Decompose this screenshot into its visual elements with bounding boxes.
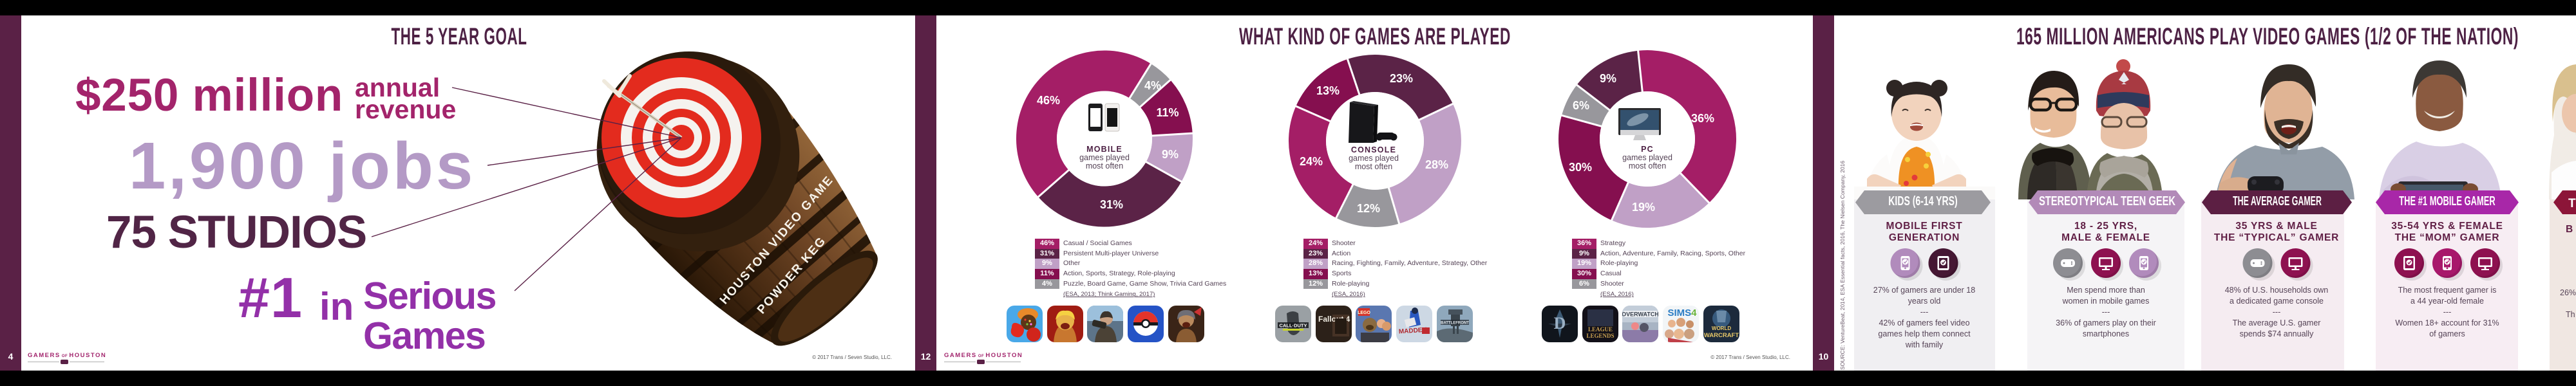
svg-text:9%: 9% [1600, 72, 1616, 85]
svg-text:WORLD: WORLD [1712, 326, 1731, 331]
svg-text:13%: 13% [1316, 84, 1340, 97]
svg-text:19%: 19% [1632, 201, 1655, 214]
svg-text:D: D [1554, 314, 1566, 333]
svg-text:CALL·DUTY: CALL·DUTY [1280, 323, 1307, 329]
svg-text:MADDEN: MADDEN [1399, 326, 1428, 335]
svg-text:24%: 24% [1300, 155, 1323, 168]
svg-text:9%: 9% [1162, 148, 1179, 161]
svg-text:LEGENDS: LEGENDS [1586, 333, 1614, 339]
svg-text:46%: 46% [1037, 94, 1060, 107]
svg-text:SIMS4: SIMS4 [1667, 308, 1697, 318]
svg-text:4%: 4% [1144, 79, 1161, 92]
svg-text:LEGO: LEGO [1358, 311, 1370, 315]
svg-text:6%: 6% [1573, 99, 1589, 112]
svg-text:BATTLEFRONT: BATTLEFRONT [1441, 322, 1469, 326]
svg-text:30%: 30% [1569, 161, 1592, 174]
svg-text:T: T [2568, 197, 2576, 210]
svg-text:28%: 28% [1425, 158, 1448, 171]
svg-text:23%: 23% [1390, 72, 1413, 85]
svg-text:WARCRAFT: WARCRAFT [1704, 332, 1739, 339]
svg-text:11%: 11% [1156, 106, 1179, 119]
svg-text:36%: 36% [1691, 112, 1714, 125]
svg-text:OVERWATCH: OVERWATCH [1622, 311, 1658, 318]
svg-text:12%: 12% [1357, 202, 1380, 215]
svg-text:31%: 31% [1100, 198, 1123, 211]
svg-text:LEAGUE: LEAGUE [1588, 326, 1613, 333]
